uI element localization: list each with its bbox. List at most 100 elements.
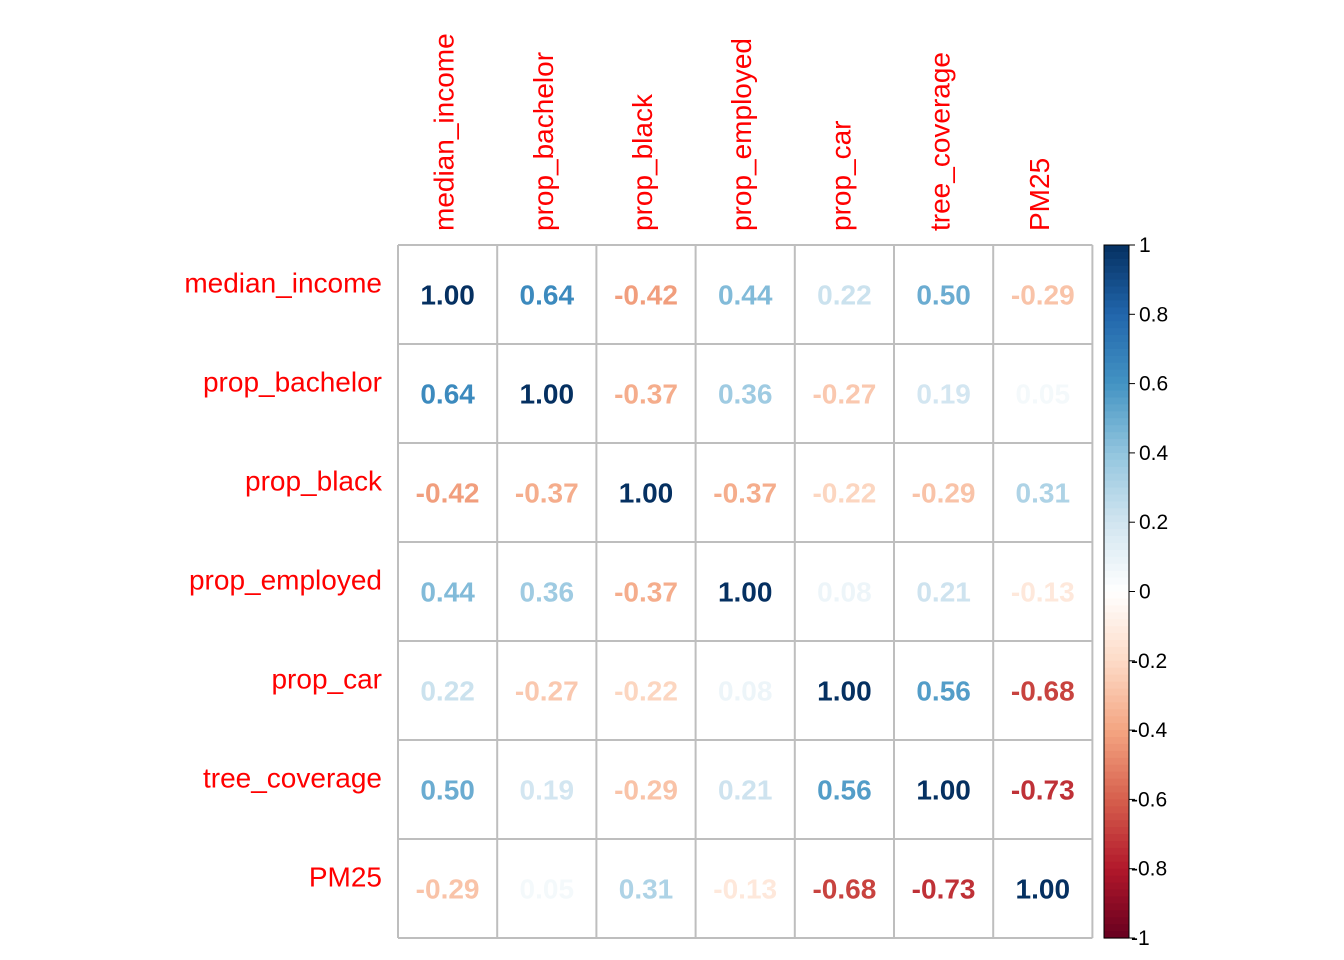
- correlation-value: 0.21: [916, 577, 971, 608]
- colorbar-segment: [1104, 660, 1129, 669]
- colorbar-segment: [1104, 737, 1129, 745]
- colorbar-segment: [1104, 501, 1129, 509]
- colorbar-segment: [1104, 854, 1129, 863]
- row-label: tree_coverage: [203, 763, 382, 794]
- column-label: median_income: [429, 33, 460, 231]
- colorbar-segment: [1104, 411, 1129, 419]
- colorbar-tick-label: 1: [1139, 234, 1151, 257]
- colorbar-tick-label: -0.4: [1131, 719, 1168, 742]
- colorbar-segment: [1104, 425, 1129, 433]
- colorbar-segment: [1104, 494, 1129, 503]
- colorbar-segment: [1104, 328, 1129, 336]
- correlation-value: 0.05: [520, 874, 575, 905]
- colorbar-segment: [1104, 903, 1129, 911]
- correlation-value: -0.37: [713, 478, 777, 509]
- colorbar-segment: [1104, 418, 1129, 426]
- colorbar-tick-label: -0.8: [1131, 858, 1167, 881]
- colorbar-segment: [1104, 314, 1129, 322]
- colorbar-segment: [1104, 681, 1129, 690]
- colorbar-segment: [1104, 272, 1129, 281]
- colorbar-segment: [1104, 529, 1129, 537]
- correlation-value: -0.29: [912, 478, 976, 509]
- correlation-value: -0.22: [812, 478, 876, 509]
- colorbar-segment: [1104, 473, 1129, 482]
- colorbar-segment: [1104, 584, 1129, 593]
- colorbar-segment: [1104, 910, 1129, 918]
- colorbar-segment: [1104, 591, 1129, 600]
- colorbar-segment: [1104, 834, 1129, 842]
- colorbar-segment: [1104, 743, 1129, 752]
- colorbar-segment: [1104, 293, 1129, 302]
- correlation-value: -0.37: [614, 577, 678, 608]
- row-label: prop_car: [271, 664, 382, 695]
- correlation-value: 0.05: [1016, 379, 1071, 410]
- colorbar-segment: [1104, 820, 1129, 828]
- correlation-value: -0.73: [1011, 775, 1075, 806]
- colorbar-segment: [1104, 778, 1129, 787]
- correlation-value: 0.56: [817, 775, 872, 806]
- grid-lines: [397, 244, 1094, 939]
- colorbar-segment: [1104, 445, 1129, 454]
- correlation-value: -0.37: [614, 379, 678, 410]
- correlation-value: 0.64: [520, 280, 575, 311]
- colorbar-segment: [1104, 397, 1129, 405]
- row-label: prop_black: [245, 466, 383, 497]
- correlation-value: 0.44: [420, 577, 475, 608]
- colorbar-segment: [1104, 626, 1129, 634]
- correlation-value: -0.13: [713, 874, 777, 905]
- colorbar-segment: [1104, 827, 1129, 835]
- row-label: median_income: [184, 268, 382, 299]
- colorbar-segment: [1104, 452, 1129, 461]
- correlation-value: 0.56: [916, 676, 971, 707]
- colorbar-segment: [1104, 335, 1129, 343]
- colorbar-segment: [1104, 466, 1129, 475]
- column-label: PM25: [1024, 158, 1055, 231]
- colorbar-segment: [1104, 487, 1129, 496]
- colorbar-segment: [1104, 515, 1129, 523]
- colorbar-segment: [1104, 633, 1129, 641]
- colorbar-segment: [1104, 646, 1129, 655]
- colorbar-segment: [1104, 307, 1129, 315]
- correlation-value: 0.31: [1016, 478, 1071, 509]
- correlation-value: 0.22: [817, 280, 872, 311]
- correlation-value: 0.36: [520, 577, 575, 608]
- colorbar-segment: [1104, 480, 1129, 489]
- colorbar-segment: [1104, 549, 1129, 558]
- colorbar-segment: [1104, 847, 1129, 856]
- correlation-value: -0.42: [614, 280, 678, 311]
- correlation-value: 0.21: [718, 775, 773, 806]
- colorbar-segment: [1104, 376, 1129, 385]
- correlation-value: -0.22: [614, 676, 678, 707]
- correlation-value: 1.00: [420, 280, 475, 311]
- colorbar-segment: [1104, 882, 1129, 891]
- colorbar-segment: [1104, 404, 1129, 412]
- colorbar-segment: [1104, 875, 1129, 884]
- colorbar-segment: [1104, 813, 1129, 821]
- colorbar-segment: [1104, 896, 1129, 904]
- correlation-value: -0.68: [1011, 676, 1075, 707]
- colorbar-segment: [1104, 265, 1129, 274]
- colorbar-segment: [1104, 785, 1129, 794]
- correlation-value: -0.73: [912, 874, 976, 905]
- colorbar-segment: [1104, 806, 1129, 814]
- colorbar-segment: [1104, 861, 1129, 870]
- correlation-value: 0.22: [420, 676, 475, 707]
- colorbar-segment: [1104, 258, 1129, 267]
- correlation-value: 1.00: [520, 379, 575, 410]
- row-label: prop_bachelor: [203, 367, 382, 398]
- color-legend: 1 0.8 0.6 0.4 0.2 0 -0.2 -0.4 -0.6 -0.8 -1: [1103, 234, 1169, 950]
- correlation-cells: 1.00 0.64 -0.42 0.44 0.22 0.50 -0.29 0.64 1.00 -0…: [416, 280, 1075, 905]
- colorbar-segment: [1104, 522, 1129, 530]
- colorbar-segment: [1104, 286, 1129, 295]
- correlation-value: 0.19: [916, 379, 971, 410]
- correlation-value: 0.08: [718, 676, 773, 707]
- colorbar-segment: [1104, 598, 1129, 606]
- colorbar-segment: [1104, 362, 1129, 371]
- colorbar-segment: [1104, 764, 1129, 773]
- colorbar-segment: [1104, 563, 1129, 572]
- colorbar-segment: [1104, 799, 1129, 807]
- correlation-value: 0.50: [916, 280, 971, 311]
- correlation-value: 0.44: [718, 280, 773, 311]
- colorbar-segment: [1104, 605, 1129, 613]
- correlation-value: 0.50: [420, 775, 475, 806]
